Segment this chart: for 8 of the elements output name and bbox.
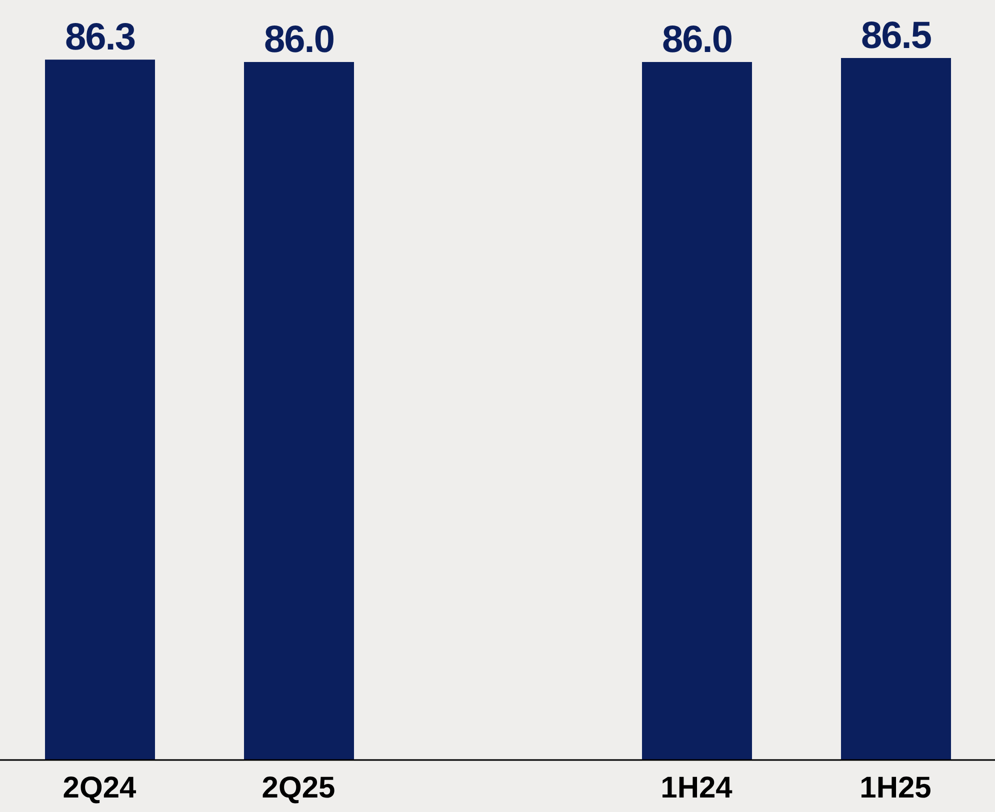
data-label: 86.0 (662, 19, 732, 62)
data-label: 86.3 (65, 16, 135, 59)
x-tick-label: 2Q25 (262, 771, 336, 804)
x-tick-label: 1H24 (660, 771, 733, 804)
x-tick-label: 1H25 (860, 771, 932, 804)
x-tick-label: 2Q24 (62, 771, 137, 804)
data-label: 86.0 (264, 19, 334, 62)
data-label: 86.5 (861, 15, 932, 57)
